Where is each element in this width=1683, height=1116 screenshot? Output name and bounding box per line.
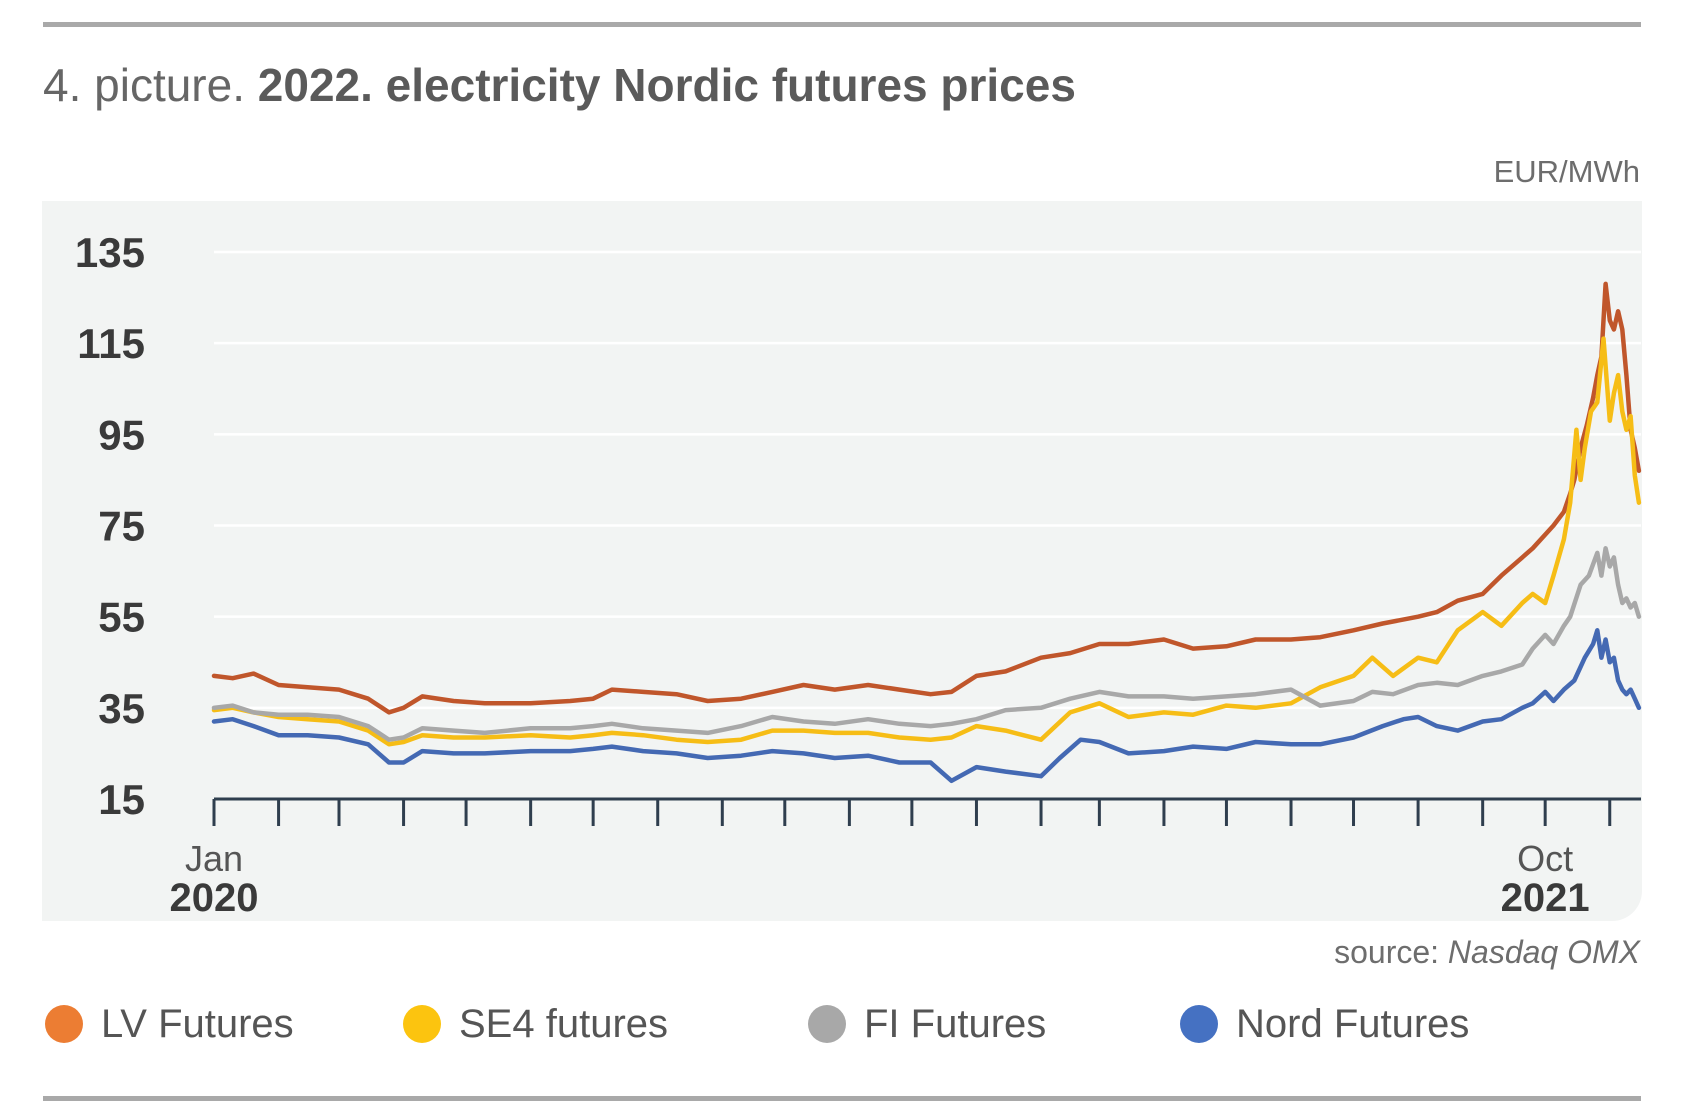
y-tick-label-95: 95 bbox=[98, 411, 145, 458]
figure-number: 4. picture. bbox=[43, 59, 245, 111]
y-tick-label-35: 35 bbox=[98, 685, 145, 732]
legend-marker-fi bbox=[808, 1005, 846, 1043]
x-tick-label-month-1: Oct bbox=[1517, 838, 1573, 879]
bottom-rule bbox=[43, 1096, 1641, 1101]
legend-label-fi: FI Futures bbox=[864, 1001, 1047, 1046]
y-tick-label-55: 55 bbox=[98, 594, 145, 641]
legend-marker-lv bbox=[45, 1005, 83, 1043]
legend-item-fi: FI Futures bbox=[808, 1002, 1046, 1046]
legend-item-se4: SE4 futures bbox=[403, 1002, 668, 1046]
legend-label-nord: Nord Futures bbox=[1236, 1001, 1470, 1046]
plot-background bbox=[42, 201, 1642, 921]
legend-item-lv: LV Futures bbox=[45, 1002, 294, 1046]
x-tick-label-month-0: Jan bbox=[185, 838, 243, 879]
y-tick-label-115: 115 bbox=[77, 320, 145, 367]
source-name: Nasdaq OMX bbox=[1447, 934, 1640, 970]
series-line-se4-futures bbox=[211, 336, 1642, 747]
chart-title-text: 2022. electricity Nordic futures prices bbox=[257, 59, 1076, 111]
legend-marker-se4 bbox=[403, 1005, 441, 1043]
source-note: source: Nasdaq OMX bbox=[1334, 934, 1640, 971]
series-line-fi-futures bbox=[211, 546, 1642, 742]
y-tick-label-15: 15 bbox=[98, 776, 145, 823]
legend-label-lv: LV Futures bbox=[101, 1001, 294, 1046]
series-line-lv-futures bbox=[211, 281, 1642, 715]
source-label: source: bbox=[1334, 934, 1440, 970]
x-tick-label-year-0: 2020 bbox=[170, 876, 259, 920]
y-tick-label-135: 135 bbox=[75, 229, 145, 276]
legend-marker-nord bbox=[1180, 1005, 1218, 1043]
series-line-nord-futures bbox=[211, 628, 1642, 784]
chart-title: 4. picture. 2022. electricity Nordic fut… bbox=[43, 58, 1076, 112]
legend-label-se4: SE4 futures bbox=[459, 1001, 669, 1046]
unit-label: EUR/MWh bbox=[1493, 154, 1640, 189]
legend-item-nord: Nord Futures bbox=[1180, 1002, 1469, 1046]
x-tick-label-year-1: 2021 bbox=[1501, 876, 1590, 920]
y-tick-label-75: 75 bbox=[98, 503, 145, 550]
top-rule bbox=[43, 22, 1641, 27]
